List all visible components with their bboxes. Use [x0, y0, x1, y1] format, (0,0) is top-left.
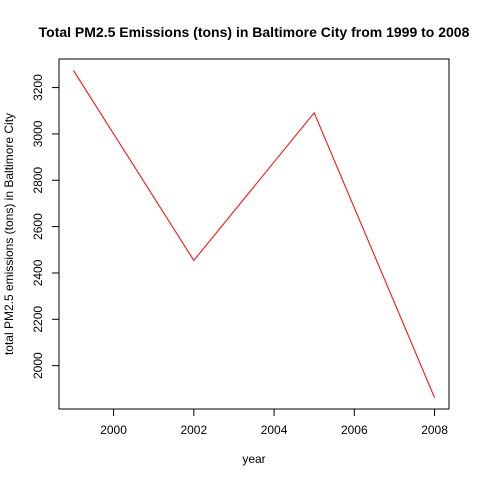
y-tick-label: 3000 — [31, 120, 45, 147]
chart-title: Total PM2.5 Emissions (tons) in Baltimor… — [39, 24, 470, 40]
plot-frame — [58, 58, 450, 410]
x-tick-label: 2004 — [261, 423, 288, 437]
x-tick-label: 2000 — [100, 423, 127, 437]
x-tick-label: 2008 — [421, 423, 448, 437]
y-tick-label: 2000 — [31, 352, 45, 379]
y-tick-label: 2400 — [31, 259, 45, 286]
y-tick-label: 2800 — [31, 167, 45, 194]
y-axis: 2000 2200 2400 2600 2800 3000 3200 — [31, 74, 60, 379]
x-tick-label: 2006 — [341, 423, 368, 437]
y-tick-label: 2600 — [31, 213, 45, 240]
series-layer — [73, 70, 436, 398]
y-tick-label: 3200 — [31, 74, 45, 101]
y-tick-label: 2200 — [31, 306, 45, 333]
y-axis-label: total PM2.5 emissions (tons) in Baltimor… — [2, 113, 16, 355]
x-tick-label: 2002 — [180, 423, 207, 437]
series-line — [73, 70, 436, 398]
x-axis-label: year — [242, 452, 265, 466]
x-axis: 2000 2002 2004 2006 2008 — [100, 408, 448, 437]
